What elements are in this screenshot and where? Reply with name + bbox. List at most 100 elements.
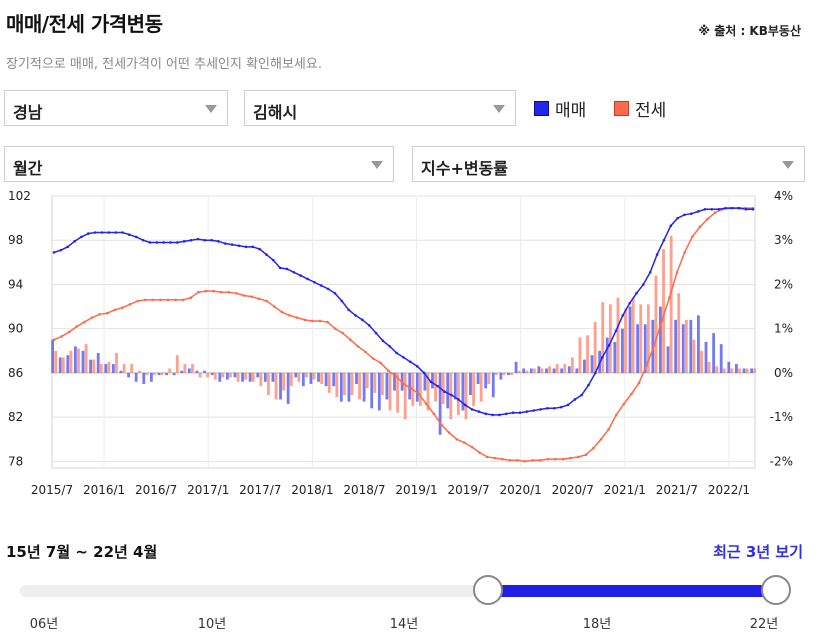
jeonse-index-point (75, 325, 79, 328)
jeonse-index-point (143, 298, 147, 302)
sale-change-bar (180, 370, 184, 373)
sale-change-bar (499, 372, 503, 380)
jeonse-index-point (440, 423, 443, 427)
jeonse-index-point (592, 446, 595, 450)
jeonse-change-bar (244, 372, 248, 380)
period-select[interactable]: 월간 (4, 146, 394, 182)
sale-index-point (326, 287, 330, 291)
sale-index-point (477, 410, 481, 413)
sale-index-point (518, 411, 522, 415)
jeonse-index-point (599, 437, 603, 441)
jeonse-index-point (584, 453, 588, 457)
jeonse-index-point (546, 457, 550, 461)
sale-change-bar (666, 346, 670, 373)
sale-change-bar (689, 319, 693, 373)
sale-index-point (182, 240, 186, 243)
sale-index-point (114, 231, 117, 234)
jeonse-change-bar (722, 368, 726, 373)
sale-change-bar (81, 350, 85, 373)
region-select[interactable]: 경남 (4, 90, 228, 126)
right-axis-tick: 1% (774, 322, 793, 336)
left-axis-tick: 98 (8, 233, 23, 247)
jeonse-index-point (394, 374, 398, 378)
jeonse-index-point (90, 316, 94, 319)
jeonse-index-point (166, 298, 170, 302)
x-axis-tick: 2017/1 (187, 483, 229, 497)
sale-index-point (162, 241, 165, 244)
jeonse-index-point (181, 298, 185, 302)
range-slider-end-handle[interactable] (761, 575, 791, 605)
sale-change-bar (301, 372, 305, 387)
jeonse-change-bar (160, 372, 164, 376)
jeonse-change-bar (335, 372, 339, 398)
sale-change-bar (461, 372, 465, 411)
jeonse-change-bar (107, 361, 111, 373)
jeonse-change-bar (441, 372, 445, 404)
sale-index-point (107, 231, 111, 234)
page-title: 매매/전세 가격변동 (6, 12, 163, 36)
sale-change-bar (712, 333, 716, 373)
city-select[interactable]: 김해시 (244, 90, 516, 126)
jeonse-change-bar (115, 353, 118, 373)
sale-index-point (696, 210, 700, 213)
sale-change-bar (385, 372, 389, 400)
jeonse-change-bar (730, 368, 734, 373)
sale-index-point (86, 232, 90, 235)
jeonse-index-point (478, 451, 481, 454)
left-axis-tick: 102 (8, 189, 31, 203)
x-axis-tick: 2019/7 (447, 483, 489, 497)
jeonse-change-bar (669, 235, 673, 373)
jeonse-index-point (113, 308, 117, 312)
legend-jeonse[interactable]: 전세 (614, 96, 666, 121)
jeonse-index-point (273, 305, 276, 308)
jeonse-change-bar (715, 366, 719, 373)
jeonse-index-point (713, 211, 717, 214)
legend-sale[interactable]: 매매 (534, 96, 586, 121)
sale-index-point (306, 277, 309, 281)
sale-change-bar (142, 372, 146, 384)
source-note: ※ 출처 : KB부동산 (698, 24, 801, 38)
sale-swatch-icon (534, 101, 549, 116)
sale-change-bar (529, 368, 533, 373)
sale-change-bar (742, 368, 746, 373)
jeonse-change-bar (502, 372, 506, 376)
jeonse-change-bar (677, 293, 681, 373)
sale-index-point (100, 231, 104, 234)
sale-index-point (628, 301, 631, 305)
recent-3-years-button[interactable]: 최근 3년 보기 (713, 543, 803, 561)
metric-select[interactable]: 지수+변동률 (412, 146, 805, 182)
sale-change-bar (218, 372, 222, 382)
jeonse-index-point (364, 350, 367, 354)
sale-change-bar (613, 341, 617, 373)
jeonse-change-bar (707, 361, 711, 373)
jeonse-index-point (303, 318, 307, 322)
jeonse-change-bar (84, 344, 88, 373)
sale-index-point (683, 213, 686, 217)
jeonse-index-point (98, 313, 101, 316)
sale-change-bar (537, 366, 541, 373)
sale-index-point (354, 314, 357, 317)
sale-index-point (121, 231, 124, 234)
right-axis-tick: 0% (774, 366, 793, 380)
sale-index-point (552, 406, 556, 410)
sale-index-point (134, 235, 138, 239)
sale-index-point (504, 412, 508, 416)
jeonse-index-point (675, 270, 679, 274)
range-slider-start-handle[interactable] (473, 575, 503, 605)
sale-change-bar (279, 372, 282, 400)
sale-change-bar (651, 319, 655, 373)
sale-index-point (470, 408, 474, 411)
x-axis-tick: 2018/1 (291, 483, 333, 497)
sale-index-point (169, 241, 172, 244)
jeonse-change-bar (191, 364, 194, 373)
jeonse-index-point (576, 455, 580, 459)
sale-change-bar (96, 353, 100, 373)
left-axis-tick: 94 (8, 277, 23, 291)
jeonse-change-bar (213, 372, 217, 380)
sale-index-point (457, 398, 460, 401)
right-axis-tick: -2% (770, 454, 793, 468)
jeonse-change-bar (206, 372, 210, 378)
sale-index-point (230, 243, 234, 246)
left-axis-tick: 90 (8, 322, 23, 336)
sale-change-bar (248, 372, 252, 382)
